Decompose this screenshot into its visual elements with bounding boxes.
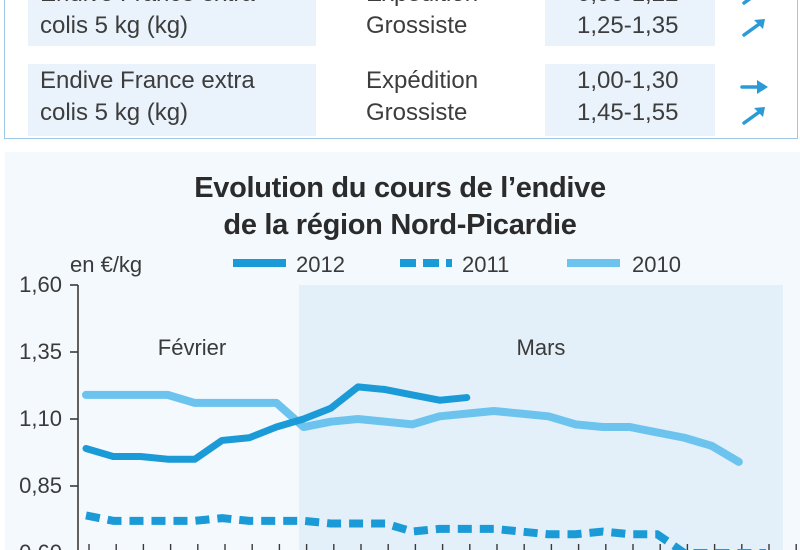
price-range: 1,00-1,30: [577, 67, 679, 94]
y-tick-label: 1,35: [19, 339, 62, 364]
legend-label-2011: 2011: [462, 252, 509, 277]
price-range: 0,90-1,22: [577, 0, 678, 10]
channel-label: Grossiste: [366, 12, 468, 39]
channel-label: Grossiste: [366, 99, 468, 126]
product-name: Endive France extra: [40, 0, 255, 10]
price-range: 1,45-1,55: [577, 99, 679, 126]
product-cell-bg: [28, 64, 316, 136]
y-unit-label: en €/kg: [70, 252, 142, 277]
y-tick-label: 1,60: [19, 272, 62, 297]
product-unit: colis 5 kg (kg): [40, 12, 189, 39]
trend-up-icon: [742, 19, 765, 37]
price-cell-bg: [545, 0, 715, 46]
price-cell-bg: [545, 64, 715, 136]
chart-title-line-1: Evolution du cours de l’endive: [194, 172, 606, 204]
table-row: Endive France extra colis 5 kg (kg) Expé…: [0, 64, 800, 136]
month-label-mars: Mars: [517, 335, 566, 360]
y-tick-label: 0,60: [19, 540, 62, 550]
table-bottom-border: [4, 138, 798, 139]
trend-up-icon: [742, 107, 765, 125]
legend-label-2010: 2010: [632, 252, 681, 277]
chart-title-line-2: de la région Nord-Picardie: [223, 209, 577, 241]
product-name: Endive France extra: [40, 67, 255, 94]
trend-up-icon: [742, 0, 752, 5]
trend-stable-icon: [740, 80, 768, 94]
legend-label-2012: 2012: [296, 252, 345, 277]
price-table: Endive France extra colis 5 kg (kg) Expé…: [0, 0, 800, 140]
y-tick-label: 0,85: [19, 473, 62, 498]
product-unit: colis 5 kg (kg): [40, 99, 189, 126]
channel-label: Expédition: [366, 67, 479, 94]
table-row: Endive France extra colis 5 kg (kg) Expé…: [0, 0, 800, 46]
series-line-2011: [85, 511, 766, 550]
table-right-border: [797, 0, 798, 138]
product-cell-bg: [28, 0, 316, 46]
table-left-border: [4, 0, 5, 138]
y-tick-label: 1,10: [19, 406, 62, 431]
price-range: 1,25-1,35: [577, 12, 679, 39]
channel-label: Expédition: [366, 0, 478, 10]
month-label-fevrier: Février: [158, 335, 226, 360]
